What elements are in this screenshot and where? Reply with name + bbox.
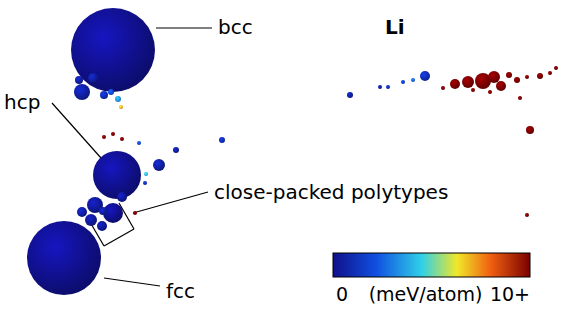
bubble <box>120 137 124 141</box>
bubble <box>77 207 87 217</box>
bubble <box>401 80 405 84</box>
bubble <box>347 92 353 98</box>
bubble <box>99 207 107 215</box>
bubble <box>441 86 445 90</box>
bubble <box>88 73 98 83</box>
bubble <box>100 91 108 99</box>
bubble <box>111 132 115 136</box>
bubble <box>386 85 390 89</box>
bubble <box>525 75 529 79</box>
bubble <box>525 213 529 217</box>
annotation: bcc <box>218 15 253 39</box>
bubble <box>518 96 522 100</box>
colorbar-tick-label: 10+ <box>490 283 530 305</box>
annotation: hcp <box>4 90 40 114</box>
bubble <box>143 181 147 185</box>
bubble <box>117 192 127 202</box>
bubble <box>173 147 179 153</box>
bubbles <box>27 8 558 295</box>
bubble <box>411 78 415 82</box>
bubble <box>537 73 543 79</box>
leader-line <box>133 192 208 213</box>
bubble <box>506 72 512 78</box>
bubble <box>378 85 382 89</box>
bubble <box>102 135 106 139</box>
bubble <box>85 214 97 226</box>
bubble <box>488 71 500 83</box>
bubble <box>153 159 165 171</box>
bubble <box>108 89 114 95</box>
bubble <box>93 151 141 199</box>
bubble <box>97 221 107 231</box>
annotation: close-packed polytypes <box>214 180 448 204</box>
bubble <box>27 221 101 295</box>
leader-line <box>104 278 160 286</box>
bubble <box>462 76 474 88</box>
colorbar-label: (meV/atom) <box>369 283 483 305</box>
bubble <box>144 172 148 176</box>
chart: Li bcc hcp close-packed polytypes fcc 0 10+ (me… <box>0 0 580 318</box>
bubble <box>137 141 141 145</box>
bubble <box>133 211 137 215</box>
bubble <box>119 105 123 109</box>
leader-line <box>156 27 212 28</box>
bubble <box>420 71 430 81</box>
title: Li <box>385 15 405 39</box>
bubble <box>219 137 225 143</box>
colorbar-tick-label: 0 <box>336 283 348 305</box>
bubble <box>71 8 155 92</box>
annotation: fcc <box>166 279 195 303</box>
bubble <box>526 126 534 134</box>
bubble <box>471 88 475 92</box>
leader-line <box>104 229 134 246</box>
bubble <box>548 71 552 75</box>
bubble <box>450 79 460 89</box>
bubble <box>554 66 558 70</box>
bubble <box>514 77 520 83</box>
colorbar <box>333 253 530 277</box>
bubble <box>488 90 492 94</box>
bubble <box>115 96 121 102</box>
leader-line <box>52 103 101 158</box>
bubble <box>496 81 506 91</box>
bubble <box>75 76 83 84</box>
bubble <box>74 84 90 100</box>
